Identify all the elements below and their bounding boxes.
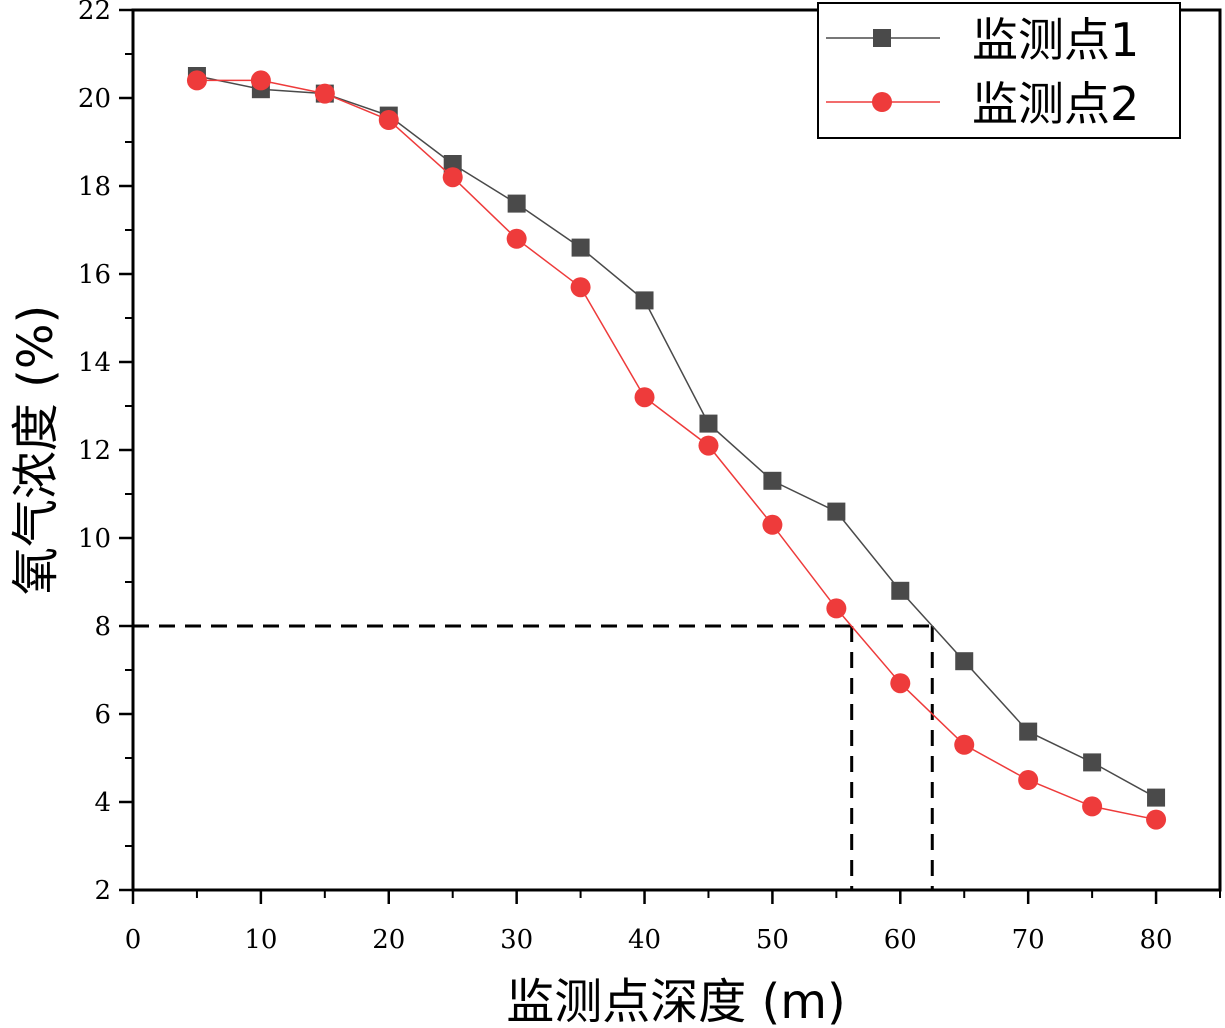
data-point-series-2 bbox=[1018, 770, 1039, 790]
y-tick-label: 6 bbox=[94, 700, 111, 730]
data-point-series-1 bbox=[507, 194, 526, 213]
data-point-series-1 bbox=[1147, 788, 1166, 807]
y-tick-label: 4 bbox=[94, 788, 111, 818]
y-tick-label: 16 bbox=[78, 260, 111, 290]
y-tick-label: 8 bbox=[94, 612, 111, 642]
data-point-series-2 bbox=[378, 110, 399, 130]
data-point-series-2 bbox=[762, 514, 783, 535]
x-tick-label: 80 bbox=[1140, 925, 1173, 955]
axis-ticks bbox=[119, 8, 1221, 904]
data-point-series-1 bbox=[955, 652, 974, 671]
x-tick-label: 20 bbox=[372, 925, 405, 955]
legend-box bbox=[817, 2, 1181, 139]
data-point-series-2 bbox=[1082, 796, 1103, 817]
y-tick-label: 18 bbox=[78, 172, 111, 202]
y-tick-label: 22 bbox=[78, 0, 111, 26]
x-axis-title: 监测点深度 (m) bbox=[506, 974, 845, 1028]
series-line-1 bbox=[196, 75, 1157, 799]
x-tick-label: 70 bbox=[1012, 925, 1045, 955]
data-point-series-1 bbox=[571, 238, 590, 257]
data-point-series-2 bbox=[634, 387, 655, 408]
y-tick-label: 2 bbox=[94, 876, 111, 906]
y-tick-label: 10 bbox=[78, 524, 111, 554]
x-tick-label: 10 bbox=[244, 925, 277, 955]
x-tick-label: 50 bbox=[756, 925, 789, 955]
legend-label-series-2: 监测点2 bbox=[972, 77, 1139, 131]
x-tick-label: 0 bbox=[125, 925, 142, 955]
data-point-series-2 bbox=[250, 70, 271, 91]
data-point-series-2 bbox=[506, 228, 527, 249]
data-point-series-1 bbox=[699, 414, 718, 433]
legend-marker-series-2 bbox=[872, 92, 892, 112]
data-point-series-2 bbox=[186, 70, 207, 91]
data-point-series-2 bbox=[826, 598, 847, 619]
data-point-series-1 bbox=[827, 502, 846, 521]
x-tick-label: 60 bbox=[884, 925, 917, 955]
axes bbox=[131, 8, 1222, 892]
legend-label-series-1: 监测点1 bbox=[972, 13, 1139, 67]
plot-frame bbox=[131, 8, 1222, 892]
data-point-series-2 bbox=[890, 673, 911, 694]
data-point-series-1 bbox=[1083, 753, 1102, 772]
data-point-series-1 bbox=[635, 291, 654, 310]
y-tick-label: 12 bbox=[78, 436, 111, 466]
data-point-series-2 bbox=[442, 167, 463, 188]
data-point-series-2 bbox=[1146, 809, 1167, 830]
data-point-series-2 bbox=[954, 734, 975, 755]
y-tick-label: 20 bbox=[78, 84, 111, 114]
series-line-2 bbox=[196, 79, 1157, 821]
data-point-series-2 bbox=[698, 435, 719, 456]
data-point-series-2 bbox=[570, 277, 591, 298]
y-tick-label: 14 bbox=[78, 348, 111, 378]
data-point-series-2 bbox=[314, 83, 335, 104]
y-axis-title: 氧气浓度 (%) bbox=[8, 305, 64, 595]
data-point-series-1 bbox=[891, 581, 910, 600]
legend: 监测点1 监测点2 bbox=[817, 2, 1181, 139]
x-tick-label: 30 bbox=[500, 925, 533, 955]
reference-lines bbox=[133, 624, 934, 890]
data-point-series-1 bbox=[1019, 722, 1038, 741]
data-point-series-1 bbox=[763, 471, 782, 490]
tick-labels: 0 10 20 30 40 50 60 70 80 2 4 6 8 10 12 14 16 18 20 22 bbox=[78, 0, 1173, 955]
x-tick-label: 40 bbox=[628, 925, 661, 955]
legend-marker-series-1 bbox=[873, 29, 891, 47]
series-layer bbox=[186, 67, 1167, 830]
